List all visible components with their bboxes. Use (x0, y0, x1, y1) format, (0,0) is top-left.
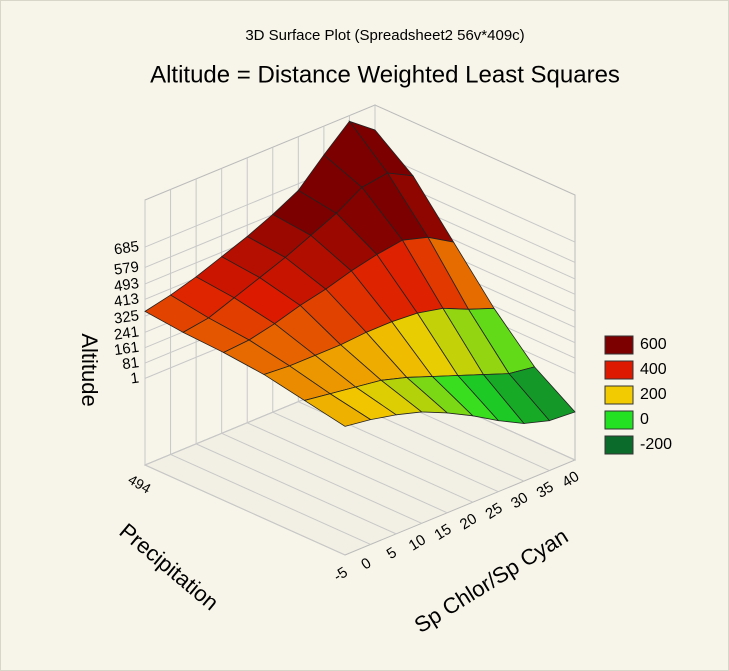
legend-label: 0 (640, 411, 649, 428)
legend-swatch (604, 435, 634, 455)
x-tick-label: 30 (508, 489, 531, 512)
grid-line (195, 443, 397, 535)
legend-label: 600 (640, 336, 667, 353)
z-tick-label: 241 (113, 323, 140, 343)
chart-title: Altitude = Distance Weighted Least Squar… (150, 61, 620, 88)
surface-cell (303, 393, 372, 427)
x-tick-label: 15 (431, 521, 454, 544)
z-tick-label: 1 (129, 369, 140, 387)
z-tick-label: 325 (113, 307, 140, 327)
z-tick-label: 579 (113, 258, 140, 278)
grid-line (170, 453, 371, 545)
x-tick-label: 25 (482, 500, 505, 523)
grid-line (144, 464, 346, 556)
z-tick-label: 413 (113, 290, 140, 310)
grid-line (272, 411, 473, 503)
z-tick-label: 161 (113, 339, 140, 359)
x-tick-label: 40 (559, 468, 582, 491)
grid-line (374, 151, 576, 243)
chart-subtitle: 3D Surface Plot (Spreadsheet2 56v*409c) (245, 27, 524, 44)
legend-swatch (604, 385, 634, 405)
legend-swatch (604, 335, 634, 355)
legend-label: -200 (640, 436, 672, 453)
z-tick-label: 81 (121, 354, 140, 373)
x-tick-label: 10 (406, 531, 429, 554)
z-tick-label: 493 (113, 275, 140, 295)
z-tick-label: 685 (113, 238, 140, 258)
legend-swatch (604, 410, 634, 430)
legend-swatch (604, 360, 634, 380)
grid-line (221, 432, 422, 524)
z-axis-title: Altitude (77, 333, 102, 406)
x-tick-label: 35 (534, 478, 557, 501)
legend-label: 400 (640, 361, 667, 378)
legend-label: 200 (640, 386, 667, 403)
grid-line (247, 422, 448, 514)
x-tick-label: 20 (457, 510, 480, 533)
